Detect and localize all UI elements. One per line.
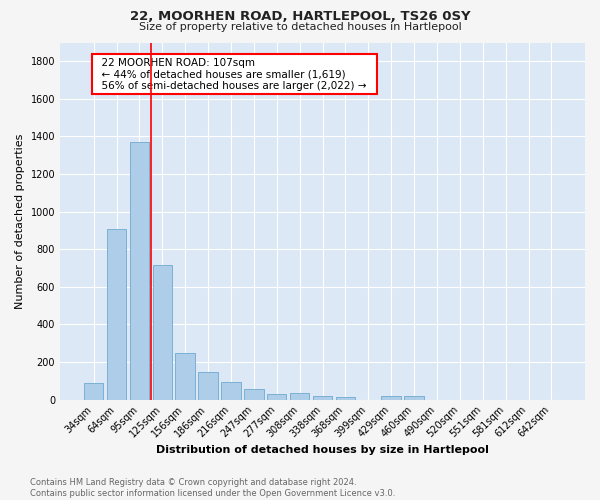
X-axis label: Distribution of detached houses by size in Hartlepool: Distribution of detached houses by size … — [156, 445, 489, 455]
Bar — [382, 396, 401, 400]
Bar — [267, 394, 286, 400]
Y-axis label: Number of detached properties: Number of detached properties — [15, 134, 25, 308]
Text: Contains HM Land Registry data © Crown copyright and database right 2024.
Contai: Contains HM Land Registry data © Crown c… — [30, 478, 395, 498]
Bar — [199, 372, 218, 400]
Bar — [152, 265, 172, 400]
Text: 22, MOORHEN ROAD, HARTLEPOOL, TS26 0SY: 22, MOORHEN ROAD, HARTLEPOOL, TS26 0SY — [130, 10, 470, 23]
Text: Size of property relative to detached houses in Hartlepool: Size of property relative to detached ho… — [139, 22, 461, 32]
Bar — [335, 397, 355, 400]
Text: 22 MOORHEN ROAD: 107sqm  
  ← 44% of detached houses are smaller (1,619)  
  56%: 22 MOORHEN ROAD: 107sqm ← 44% of detache… — [95, 58, 373, 90]
Bar — [313, 396, 332, 400]
Bar — [290, 394, 310, 400]
Bar — [175, 352, 195, 400]
Bar — [221, 382, 241, 400]
Bar — [84, 382, 103, 400]
Bar — [130, 142, 149, 400]
Bar — [404, 396, 424, 400]
Bar — [107, 228, 126, 400]
Bar — [244, 389, 263, 400]
